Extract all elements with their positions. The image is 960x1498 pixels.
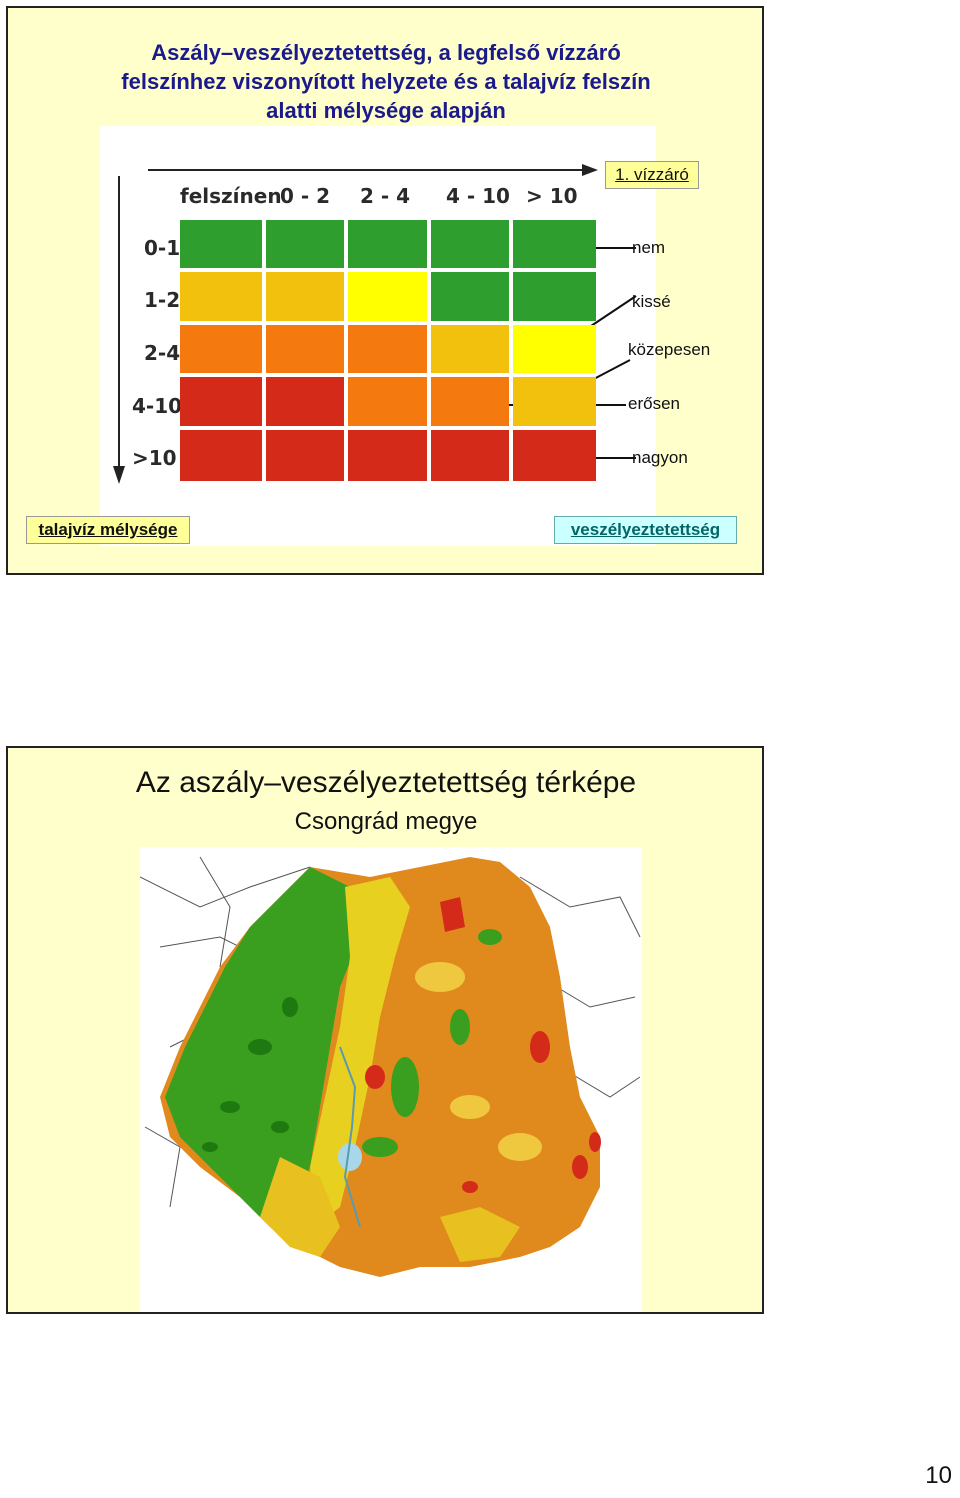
matrix-cell: [431, 272, 509, 321]
risk-label: veszélyeztetettség: [554, 516, 737, 544]
red-patch-3: [365, 1065, 385, 1089]
red-patch-4: [572, 1155, 588, 1179]
matrix-cell: [513, 272, 596, 321]
matrix-cell: [266, 272, 344, 321]
dark-green-spots: [202, 997, 298, 1152]
slide1-title: Aszály–veszélyeztetettség, a legfelső ví…: [8, 38, 764, 125]
yellow-blob-1: [415, 962, 465, 992]
green-blob-2: [450, 1009, 470, 1045]
col-header-4-10: 4 - 10: [446, 184, 510, 208]
yellow-blob-3: [498, 1133, 542, 1161]
matrix-cell: [180, 377, 262, 426]
level-nem: nem: [632, 238, 666, 257]
title-line-2: felszínhez viszonyított helyzete és a ta…: [121, 69, 651, 94]
level-erosen: erősen: [628, 394, 680, 413]
row-header-2-4: 2-4: [144, 341, 181, 365]
level-kisse: kissé: [632, 292, 671, 311]
row-header-1-2: 1-2: [144, 288, 181, 312]
col-header-felszinen: felszínen: [180, 184, 282, 208]
yellow-region: [310, 877, 410, 1227]
red-patch-6: [462, 1181, 478, 1193]
matrix-cell: [266, 430, 344, 481]
matrix-cell: [266, 325, 344, 373]
col-header-2-4: 2 - 4: [360, 184, 411, 208]
red-patch-2: [530, 1031, 550, 1063]
matrix-cell: [348, 377, 427, 426]
yellow-patch-se: [440, 1207, 520, 1262]
row-header-4-10: 4-10: [132, 394, 183, 418]
slide-drought-risk-map: Az aszály–veszélyeztetettség térképe Cso…: [6, 746, 764, 1314]
slide2-subtitle: Csongrád megye: [294, 808, 478, 835]
first-aquiclude-box: 1. vízzáró: [605, 161, 699, 189]
matrix-cell: [513, 377, 596, 426]
yellow-region-south: [260, 1157, 340, 1257]
col-header-0-2: 0 - 2: [280, 184, 331, 208]
matrix-cell: [180, 220, 262, 268]
matrix-cell: [431, 325, 509, 373]
tisza-river: [339, 1046, 361, 1228]
matrix-cell: [431, 430, 509, 481]
row-header-0-1: 0-1: [144, 236, 181, 260]
groundwater-depth-label: talajvíz mélysége: [26, 516, 190, 544]
matrix-cell: [266, 220, 344, 268]
vertical-arrowhead: [113, 466, 125, 484]
green-blob-1: [391, 1057, 419, 1117]
matrix-cell: [513, 220, 596, 268]
green-blob-4: [478, 929, 502, 945]
red-patch-5: [589, 1132, 601, 1152]
title-line-1: Aszály–veszélyeztetettség, a legfelső ví…: [151, 40, 621, 65]
first-aquiclude-label: 1. vízzáró: [615, 165, 689, 184]
matrix-cell: [180, 272, 262, 321]
water-lake: [338, 1143, 362, 1171]
matrix-cell: [348, 272, 427, 321]
matrix-cell: [348, 325, 427, 373]
matrix-cell: [431, 220, 509, 268]
csongrad-county-risk-map: [140, 847, 642, 1312]
green-blob-3: [362, 1137, 398, 1157]
matrix-cell: [513, 430, 596, 481]
horizontal-arrowhead: [582, 164, 598, 176]
matrix-cell: [266, 377, 344, 426]
level-kozepesen: közepesen: [628, 340, 711, 359]
matrix-cell: [513, 325, 596, 373]
yellow-blob-2: [450, 1095, 490, 1119]
matrix-cell: [348, 220, 427, 268]
page-number: 10: [925, 1462, 952, 1489]
level-nagyon: nagyon: [632, 448, 688, 467]
slide-drought-risk-matrix: Aszály–veszélyeztetettség, a legfelső ví…: [6, 6, 764, 575]
col-header-over-10: > 10: [526, 184, 578, 208]
matrix-cell: [180, 325, 262, 373]
matrix-cell: [180, 430, 262, 481]
row-header-over-10: >10: [132, 446, 177, 470]
matrix-cell: [348, 430, 427, 481]
slide2-title: Az aszály–veszélyeztetettség térképe: [135, 766, 637, 799]
red-patch-1: [440, 897, 465, 932]
title-line-3: alatti mélysége alapján: [266, 98, 506, 123]
matrix-cell: [431, 377, 509, 426]
